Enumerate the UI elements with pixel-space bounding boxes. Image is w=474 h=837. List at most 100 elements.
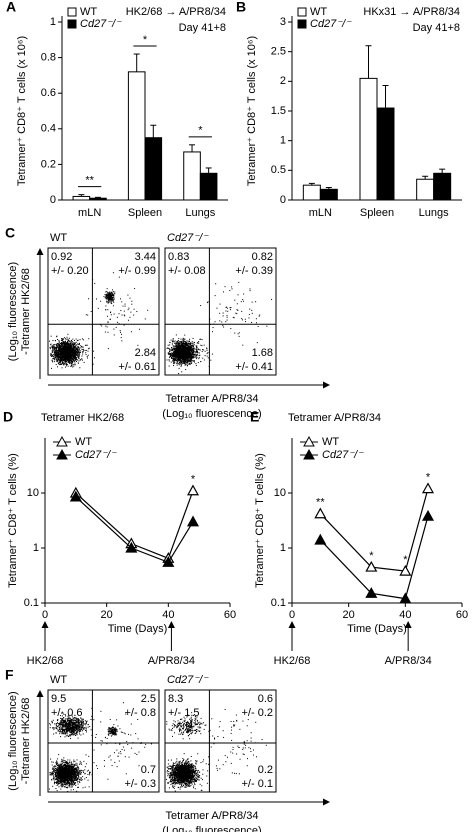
dot <box>51 336 52 337</box>
x-tick-label: 60 <box>224 609 236 621</box>
dot <box>226 315 227 316</box>
dot <box>77 354 78 355</box>
dot <box>55 355 56 356</box>
dot <box>185 361 186 362</box>
dot <box>196 351 197 352</box>
dot <box>68 340 69 341</box>
dot <box>88 351 89 352</box>
dot <box>74 340 75 341</box>
dot <box>81 356 82 357</box>
dot <box>173 365 174 366</box>
dot <box>177 354 178 355</box>
dot <box>78 768 79 769</box>
significance-mark: * <box>191 474 196 486</box>
dot <box>74 351 75 352</box>
dot <box>180 342 181 343</box>
quadrant-value: 2.84 <box>135 347 156 359</box>
dot <box>56 356 57 357</box>
dot <box>131 331 132 332</box>
dot <box>182 354 183 355</box>
dot <box>119 313 120 314</box>
dot <box>196 357 197 358</box>
dot <box>187 349 188 350</box>
dot <box>173 363 174 364</box>
dot <box>195 349 196 350</box>
dot <box>120 332 121 333</box>
dot <box>66 346 67 347</box>
quadrant-value: 1.68 <box>252 347 273 359</box>
dot <box>52 350 53 351</box>
dot <box>174 353 175 354</box>
dot <box>67 364 68 365</box>
dot <box>121 301 122 302</box>
dot <box>69 760 70 761</box>
dot <box>62 361 63 362</box>
dot <box>75 345 76 346</box>
dot <box>230 309 231 310</box>
dot <box>79 344 80 345</box>
dot <box>180 363 181 364</box>
dot <box>239 332 240 333</box>
dot <box>70 343 71 344</box>
dot <box>56 346 57 347</box>
dot <box>233 317 234 318</box>
dot <box>77 343 78 344</box>
dot <box>172 360 173 361</box>
dot <box>73 782 74 783</box>
dot <box>182 353 183 354</box>
y-axis-label: (Log₁₀ fluorescence) <box>7 262 19 361</box>
dot <box>61 364 62 365</box>
dot <box>107 326 108 327</box>
dot <box>173 359 174 360</box>
dot <box>193 351 194 352</box>
dot <box>174 351 175 352</box>
dot <box>71 359 72 360</box>
event-label: A/PR8/34 <box>385 655 432 667</box>
dot <box>106 294 107 295</box>
dot <box>63 348 64 349</box>
bar <box>128 72 145 200</box>
dot <box>169 366 170 367</box>
dot <box>189 346 190 347</box>
dot <box>241 301 242 302</box>
dot <box>70 362 71 363</box>
dot <box>62 355 63 356</box>
significance-mark: ** <box>85 175 94 187</box>
dot <box>117 317 118 318</box>
dot <box>77 351 78 352</box>
dot <box>68 350 69 351</box>
chart-title: Tetramer HK2/68 <box>41 412 124 424</box>
dot <box>68 348 69 349</box>
dot <box>53 344 54 345</box>
dot <box>176 344 177 345</box>
dot <box>107 321 108 322</box>
dot <box>199 357 200 358</box>
dot <box>200 345 201 346</box>
dot <box>194 344 195 345</box>
dot <box>175 348 176 349</box>
quadrant-value: 3.44 <box>135 251 156 263</box>
dot <box>74 362 75 363</box>
dot <box>53 356 54 357</box>
dot <box>179 357 180 358</box>
dot <box>78 349 79 350</box>
dot <box>191 356 192 357</box>
dot <box>66 345 67 346</box>
dot <box>79 355 80 356</box>
dot <box>184 361 185 362</box>
dot <box>70 352 71 353</box>
dot <box>179 368 180 369</box>
dot <box>67 784 68 785</box>
dot <box>74 344 75 345</box>
dot <box>241 311 242 312</box>
y-axis-label: Tetramer⁺ CD8⁺ T cells (x 10⁶) <box>16 36 28 186</box>
quadrant-value: +/- 0.61 <box>118 361 156 373</box>
dot <box>187 363 188 364</box>
dot <box>190 342 191 343</box>
dot <box>212 354 213 355</box>
dot <box>181 342 182 343</box>
dot <box>64 346 65 347</box>
dot <box>177 347 178 348</box>
significance-mark: * <box>369 550 374 562</box>
dot <box>65 362 66 363</box>
